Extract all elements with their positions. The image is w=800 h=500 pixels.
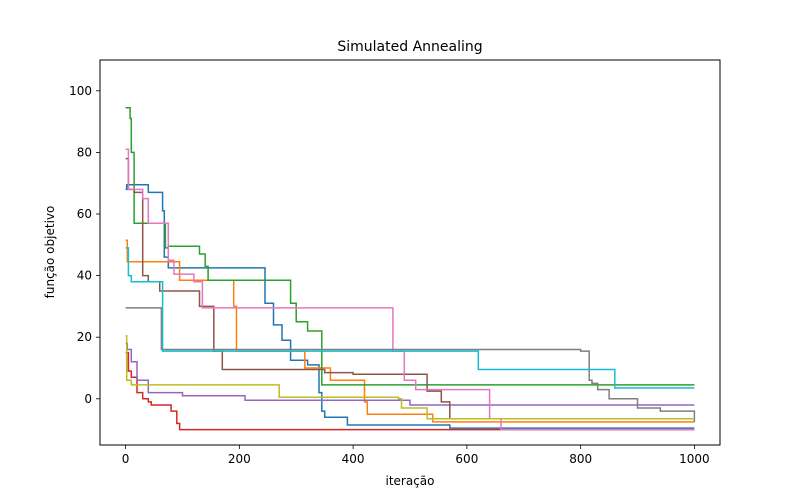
series-line-1 [125,183,695,429]
x-tick-label: 1000 [679,452,710,466]
y-axis-label: função objetivo [43,206,57,299]
x-tick-label: 200 [228,452,251,466]
y-tick-label: 100 [69,84,92,98]
plot-frame [99,59,721,446]
series-line-4 [125,351,695,431]
x-tick-label: 600 [455,452,478,466]
x-axis: 0 200 400 600 800 1000 [122,445,710,466]
y-tick-label: 60 [77,207,92,221]
series-line-9 [125,334,695,420]
x-tick-label: 0 [122,452,130,466]
series-line-7 [125,148,695,431]
series-line-3 [125,106,695,386]
series-line-5 [125,342,695,406]
y-axis: 0 20 40 60 80 100 [69,84,100,406]
y-tick-label: 0 [84,392,92,406]
x-tick-label: 800 [569,452,592,466]
series-line-10 [125,247,695,389]
chart-title: Simulated Annealing [337,39,482,55]
y-tick-label: 40 [77,269,92,283]
x-tick-label: 400 [342,452,365,466]
y-tick-label: 80 [77,145,92,159]
x-axis-label: iteração [385,474,434,488]
y-tick-label: 20 [77,330,92,344]
series-line-8 [125,307,696,422]
series-line-6 [125,157,695,420]
plot-area [125,106,696,431]
